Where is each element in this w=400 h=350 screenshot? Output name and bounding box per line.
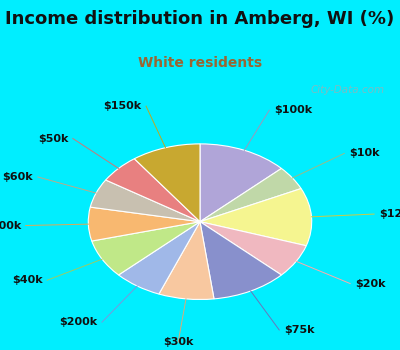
Wedge shape [88,207,200,241]
Text: $30k: $30k [163,337,193,347]
Text: City-Data.com: City-Data.com [310,85,384,95]
Text: > $200k: > $200k [0,220,21,231]
Wedge shape [200,189,312,246]
Wedge shape [90,180,200,222]
Wedge shape [200,222,282,299]
Text: $150k: $150k [103,101,141,111]
Text: Income distribution in Amberg, WI (%): Income distribution in Amberg, WI (%) [5,10,395,28]
Text: $20k: $20k [355,279,385,288]
Text: White residents: White residents [138,56,262,70]
Wedge shape [106,159,200,222]
Wedge shape [200,222,306,275]
Text: $40k: $40k [12,275,42,285]
Text: $50k: $50k [38,134,68,143]
Wedge shape [134,144,200,222]
Text: $200k: $200k [59,317,97,327]
Wedge shape [200,168,301,222]
Text: $75k: $75k [284,325,314,335]
Text: $100k: $100k [274,105,312,115]
Wedge shape [159,222,214,300]
Wedge shape [200,144,282,222]
Wedge shape [118,222,200,294]
Text: $10k: $10k [349,148,380,159]
Text: $60k: $60k [2,172,33,182]
Text: $125k: $125k [379,209,400,219]
Wedge shape [92,222,200,275]
